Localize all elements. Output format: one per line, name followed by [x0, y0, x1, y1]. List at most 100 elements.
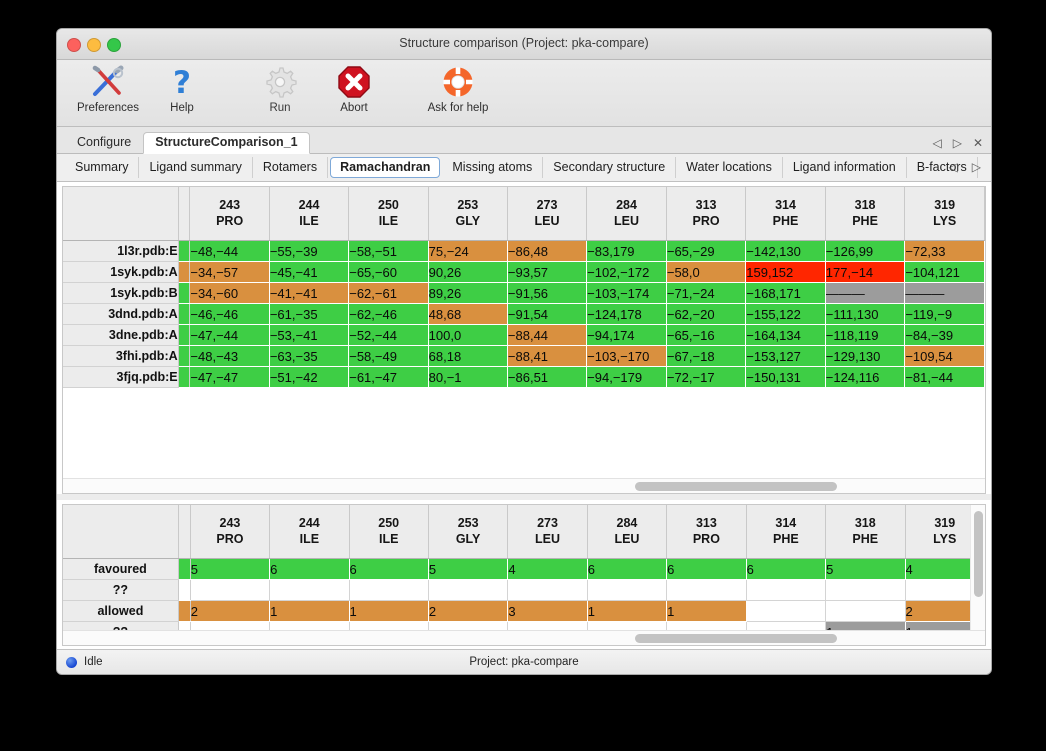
data-cell[interactable]: −72,33 — [904, 240, 985, 262]
data-cell[interactable]: 3 — [507, 600, 588, 622]
data-cell[interactable]: −34,−57 — [189, 261, 270, 283]
data-cell[interactable]: −63,−35 — [269, 345, 350, 367]
close-window-button[interactable] — [67, 38, 81, 52]
preferences-button[interactable]: Preferences — [71, 64, 145, 114]
outer-tab-prev-arrow-icon[interactable]: ◁ — [932, 136, 942, 150]
column-header-243[interactable]: 243 PRO — [190, 505, 271, 559]
data-cell[interactable]: −34,−60 — [189, 282, 270, 304]
data-cell[interactable]: 80,−1 — [428, 366, 508, 388]
ask-for-help-button[interactable]: Ask for help — [415, 64, 501, 114]
data-cell[interactable]: −51,−42 — [269, 366, 350, 388]
table-row[interactable]: 3dne.pdb:A −47,−44 −53,−41 −52,−44 100,0 −88,… — [63, 324, 985, 346]
bottom-vscroll-thumb[interactable] — [974, 510, 983, 598]
data-cell[interactable]: −109,54 — [904, 345, 985, 367]
column-header-244[interactable]: 244 ILE — [269, 505, 350, 559]
data-cell[interactable] — [507, 579, 588, 601]
data-cell[interactable]: −45,−41 — [269, 261, 350, 283]
table-row[interactable]: 1syk.pdb:A −34,−57 −45,−41 −65,−60 90,26 −93,… — [63, 261, 985, 283]
data-cell[interactable]: −91,56 — [507, 282, 588, 304]
data-cell[interactable]: −142,130 — [745, 240, 826, 262]
data-cell[interactable]: −65,−29 — [666, 240, 747, 262]
column-header-284[interactable]: 284 LEU — [586, 187, 667, 241]
data-cell[interactable]: −103,−170 — [586, 345, 667, 367]
run-button[interactable]: Run — [243, 64, 317, 114]
data-cell[interactable]: 6 — [349, 558, 429, 580]
data-cell[interactable]: −155,122 — [745, 303, 826, 325]
row-label[interactable]: ?? — [63, 579, 179, 601]
data-cell[interactable]: 2 — [190, 600, 271, 622]
column-header-313[interactable]: 313 PRO — [666, 187, 747, 241]
data-cell[interactable]: −58,0 — [666, 261, 747, 283]
column-header-284[interactable]: 284 LEU — [587, 505, 668, 559]
data-cell[interactable]: −86,51 — [507, 366, 588, 388]
data-cell[interactable]: −48,−44 — [189, 240, 270, 262]
data-cell[interactable]: −126,99 — [825, 240, 906, 262]
bottom-horizontal-scrollbar[interactable] — [63, 630, 985, 645]
data-cell[interactable]: 6 — [269, 558, 350, 580]
data-cell[interactable]: −88,41 — [507, 345, 588, 367]
data-cell[interactable]: −111,130 — [825, 303, 906, 325]
inner-tab-next-arrow-icon[interactable]: ▷ — [971, 160, 981, 174]
data-cell[interactable] — [746, 579, 827, 601]
tab-ramachandran[interactable]: Ramachandran — [330, 157, 441, 178]
outer-tab-next-arrow-icon[interactable]: ▷ — [952, 136, 962, 150]
column-header-314[interactable]: 314 PHE — [745, 187, 826, 241]
data-cell[interactable]: 1 — [587, 600, 668, 622]
data-cell[interactable]: −150,131 — [745, 366, 826, 388]
column-header-273[interactable]: 273 LEU — [507, 505, 588, 559]
inner-tab-prev-arrow-icon[interactable]: ◁ — [948, 160, 958, 174]
data-cell[interactable]: 5 — [825, 558, 906, 580]
data-cell[interactable]: −52,−44 — [348, 324, 429, 346]
bottom-vertical-scrollbar[interactable] — [970, 505, 985, 645]
data-cell[interactable]: 1 — [269, 600, 350, 622]
row-label[interactable]: 3dne.pdb:A — [63, 324, 179, 346]
data-cell[interactable]: −93,57 — [507, 261, 588, 283]
bottom-table-scroll[interactable]: 243 PRO 244 ILE 250 ILE 253 GLY 273 LEU 284 LEU 313 P… — [63, 505, 985, 645]
data-cell[interactable]: −124,178 — [586, 303, 667, 325]
data-cell[interactable]: −168,171 — [745, 282, 826, 304]
data-cell[interactable]: 1 — [349, 600, 429, 622]
panel-splitter[interactable] — [57, 494, 991, 500]
tab-b-factors[interactable]: B-factors — [907, 157, 978, 178]
data-cell[interactable]: −81,−44 — [904, 366, 985, 388]
row-label[interactable]: 3fhi.pdb:A — [63, 345, 179, 367]
row-label[interactable]: 1syk.pdb:A — [63, 261, 179, 283]
table-row[interactable]: 3fhi.pdb:A −48,−43 −63,−35 −58,−49 68,18 −88,… — [63, 345, 985, 367]
column-header-243[interactable]: 243 PRO — [189, 187, 270, 241]
data-cell[interactable]: 90,26 — [428, 261, 508, 283]
data-cell[interactable]: −61,−35 — [269, 303, 350, 325]
maximize-window-button[interactable] — [107, 38, 121, 52]
data-cell[interactable]: −47,−44 — [189, 324, 270, 346]
data-cell[interactable]: 68,18 — [428, 345, 508, 367]
data-cell[interactable]: −47,−47 — [189, 366, 270, 388]
data-cell[interactable]: −103,−174 — [586, 282, 667, 304]
column-header-273[interactable]: 273 LEU — [507, 187, 588, 241]
tab-summary[interactable]: Summary — [65, 157, 140, 178]
data-cell[interactable]: −62,−46 — [348, 303, 429, 325]
data-cell[interactable]: −65,−16 — [666, 324, 747, 346]
tab-ligand-summary[interactable]: Ligand summary — [139, 157, 253, 178]
data-cell[interactable]: 5 — [190, 558, 271, 580]
column-header-319[interactable]: 319 LYS — [904, 187, 985, 241]
data-cell[interactable]: 159,152 — [745, 261, 826, 283]
tab-rotamers[interactable]: Rotamers — [253, 157, 329, 178]
tab-ligand-information[interactable]: Ligand information — [783, 157, 907, 178]
data-cell[interactable]: −67,−18 — [666, 345, 747, 367]
table-row[interactable]: 1l3r.pdb:E −48,−44 −55,−39 −58,−51 75,−24 −86… — [63, 240, 985, 262]
data-cell[interactable]: −91,54 — [507, 303, 588, 325]
row-label[interactable]: 1l3r.pdb:E — [63, 240, 179, 262]
data-cell[interactable] — [825, 600, 906, 622]
top-hscroll-thumb[interactable] — [634, 482, 838, 491]
data-cell[interactable]: −48,−43 — [189, 345, 270, 367]
data-cell[interactable]: −72,−17 — [666, 366, 747, 388]
data-cell[interactable]: 75,−24 — [428, 240, 508, 262]
outer-tab-close-icon[interactable]: ✕ — [972, 136, 983, 150]
row-label[interactable]: favoured — [63, 558, 179, 580]
data-cell[interactable]: 2 — [428, 600, 509, 622]
column-header-253[interactable]: 253 GLY — [428, 187, 508, 241]
tab-secondary-structure[interactable]: Secondary structure — [543, 157, 677, 178]
data-cell[interactable]: 2 — [905, 600, 985, 622]
data-cell[interactable] — [428, 579, 509, 601]
table-row[interactable]: 3fjq.pdb:E −47,−47 −51,−42 −61,−47 80,−1 −86,… — [63, 366, 985, 388]
table-row[interactable]: 3dnd.pdb:A −46,−46 −61,−35 −62,−46 48,68 −91,… — [63, 303, 985, 325]
